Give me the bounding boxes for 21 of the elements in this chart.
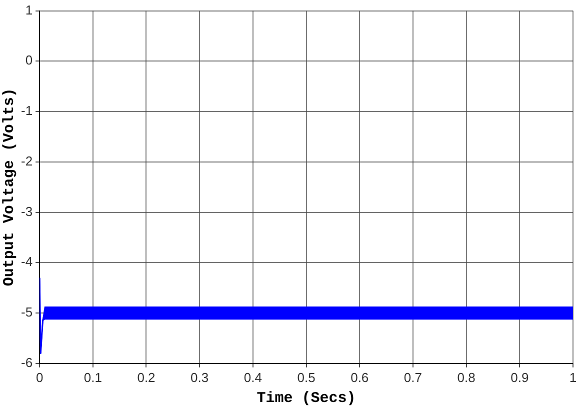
- x-tick-label: 0.9: [510, 370, 529, 385]
- y-tick-label: -1: [20, 103, 33, 118]
- x-axis-title: Time (Secs): [256, 390, 356, 407]
- y-tick-label: -4: [20, 254, 33, 270]
- x-tick-label: 0.1: [84, 370, 102, 385]
- x-tick-label: 0.6: [350, 370, 369, 385]
- y-tick-label: 1: [25, 2, 33, 18]
- y-axis-title: Output Voltage (Volts): [0, 88, 18, 286]
- x-tick-label: 0.3: [190, 370, 209, 385]
- x-tick-label: 0: [36, 370, 44, 385]
- x-tick-label: 0.2: [137, 370, 156, 385]
- y-tick-label: -3: [20, 204, 33, 219]
- x-tick-label: 0.7: [404, 370, 422, 385]
- y-tick-label: 0: [25, 52, 33, 68]
- x-tick-label: 0.8: [457, 370, 476, 385]
- x-tick-label: 0.5: [297, 370, 316, 385]
- x-tick-label: 1: [569, 370, 577, 385]
- y-tick-label: -6: [20, 354, 33, 370]
- x-tick-label: 0.4: [244, 370, 262, 385]
- y-tick-label: -5: [20, 304, 33, 320]
- y-tick-label: -2: [20, 153, 33, 168]
